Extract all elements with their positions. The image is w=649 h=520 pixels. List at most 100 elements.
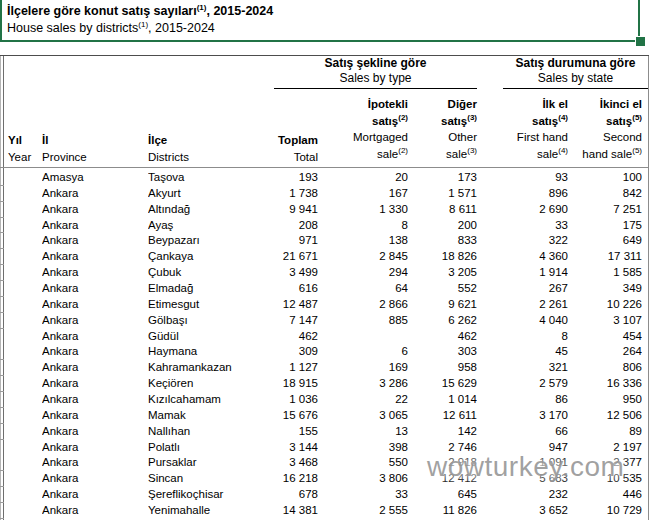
cell-province: Ankara bbox=[42, 455, 148, 471]
page-title-en: House sales by districts(1), 2015-2024 bbox=[7, 21, 215, 35]
cell-other-sale: 6 262 bbox=[408, 313, 477, 329]
col-province-tr: İl bbox=[42, 132, 87, 149]
cell-second-hand-sale: 3 107 bbox=[568, 313, 642, 329]
column-header-district: İlçe Districts bbox=[148, 132, 189, 165]
cell-district: Çubuk bbox=[148, 265, 248, 281]
cell-first-hand-sale: 2 579 bbox=[477, 376, 568, 392]
col-other-en2-text: sale bbox=[446, 148, 467, 160]
table-row: Ankara Akyurt 1 738 167 1 571 896 842 bbox=[8, 186, 642, 202]
cell-year bbox=[8, 392, 42, 408]
cell-second-hand-sale: 89 bbox=[568, 424, 642, 440]
cell-total: 971 bbox=[248, 233, 318, 249]
col-district-tr: İlçe bbox=[148, 132, 189, 149]
cell-other-sale: 12 611 bbox=[408, 408, 477, 424]
table-row: Ankara Haymana 309 6 303 45 264 bbox=[8, 344, 642, 360]
cell-total: 309 bbox=[248, 344, 318, 360]
cell-mortgaged-sale: 550 bbox=[318, 455, 408, 471]
cell-district: Sincan bbox=[148, 471, 248, 487]
cell-first-hand-sale: 4 040 bbox=[477, 313, 568, 329]
cell-district: Yenimahalle bbox=[148, 503, 248, 519]
cell-province: Ankara bbox=[42, 344, 148, 360]
table-row: Ankara Altındağ 9 941 1 330 8 611 2 690 … bbox=[8, 202, 642, 218]
cell-year bbox=[8, 440, 42, 456]
col-second-en1: Second bbox=[582, 129, 642, 146]
cell-year bbox=[8, 424, 42, 440]
cell-first-hand-sale: 3 170 bbox=[477, 408, 568, 424]
cell-year bbox=[8, 313, 42, 329]
cell-first-hand-sale: 45 bbox=[477, 344, 568, 360]
cell-other-sale: 8 611 bbox=[408, 202, 477, 218]
cell-district: Ayaş bbox=[148, 218, 248, 234]
col-other-en2: sale(3) bbox=[441, 146, 477, 163]
footnote-3-marker-en: (3) bbox=[467, 146, 477, 155]
cell-province: Ankara bbox=[42, 233, 148, 249]
cell-total: 14 381 bbox=[248, 503, 318, 519]
cell-mortgaged-sale: 2 555 bbox=[318, 503, 408, 519]
table-row: Ankara Beypazarı 971 138 833 322 649 bbox=[8, 233, 642, 249]
spreadsheet-view: İlçelere göre konut satış sayıları(1), 2… bbox=[0, 0, 649, 520]
cell-mortgaged-sale: 13 bbox=[318, 424, 408, 440]
cell-other-sale: 958 bbox=[408, 360, 477, 376]
cell-year bbox=[8, 202, 42, 218]
cell-total: 21 671 bbox=[248, 249, 318, 265]
selection-border-right bbox=[638, 0, 640, 37]
col-mortgaged-en2: sale(2) bbox=[353, 146, 408, 163]
cell-first-hand-sale: 3 652 bbox=[477, 503, 568, 519]
cell-district: Şereflikoçhisar bbox=[148, 487, 248, 503]
cell-province: Ankara bbox=[42, 218, 148, 234]
cell-district: Pursaklar bbox=[148, 455, 248, 471]
column-header-mortgaged-sale: İpotekli satış(2) Mortgaged sale(2) bbox=[353, 96, 408, 162]
cell-district: Beypazarı bbox=[148, 233, 248, 249]
table-row: Ankara Nallıhan 155 13 142 66 89 bbox=[8, 424, 642, 440]
footnote-2-marker-en: (2) bbox=[398, 146, 408, 155]
cell-second-hand-sale: 100 bbox=[568, 170, 642, 186]
cell-year bbox=[8, 281, 42, 297]
cell-second-hand-sale: 806 bbox=[568, 360, 642, 376]
cell-province: Ankara bbox=[42, 471, 148, 487]
cell-second-hand-sale: 264 bbox=[568, 344, 642, 360]
cell-province: Ankara bbox=[42, 329, 148, 345]
table-row: Ankara Çankaya 21 671 2 845 18 826 4 360… bbox=[8, 249, 642, 265]
cell-other-sale: 645 bbox=[408, 487, 477, 503]
cell-first-hand-sale: 322 bbox=[477, 233, 568, 249]
cell-mortgaged-sale: 6 bbox=[318, 344, 408, 360]
cell-second-hand-sale: 10 729 bbox=[568, 503, 642, 519]
cell-other-sale: 142 bbox=[408, 424, 477, 440]
page-title-tr-years: , 2015-2024 bbox=[206, 4, 273, 18]
cell-district: Gölbaşı bbox=[148, 313, 248, 329]
cell-first-hand-sale: 896 bbox=[477, 186, 568, 202]
cell-year bbox=[8, 186, 42, 202]
col-mortgaged-tr2-text: satış bbox=[372, 115, 398, 127]
col-mortgaged-en1: Mortgaged bbox=[353, 129, 408, 146]
cell-total: 678 bbox=[248, 487, 318, 503]
selection-border-left bbox=[0, 0, 2, 41]
cell-second-hand-sale: 446 bbox=[568, 487, 642, 503]
cell-second-hand-sale: 349 bbox=[568, 281, 642, 297]
column-header-province: İl Province bbox=[42, 132, 87, 165]
table-row: Ankara Elmadağ 616 64 552 267 349 bbox=[8, 281, 642, 297]
table-row: Amasya Taşova 193 20 173 93 100 bbox=[8, 170, 642, 186]
page-title-tr-text: İlçelere göre konut satış sayıları bbox=[7, 4, 197, 18]
selection-fill-handle[interactable] bbox=[635, 36, 646, 47]
group-header-sales-by-type: Satış şekline göre Sales by type bbox=[274, 56, 477, 89]
cell-district: Kızılcahamam bbox=[148, 392, 248, 408]
cell-total: 3 499 bbox=[248, 265, 318, 281]
selection-border-bottom bbox=[0, 40, 636, 42]
footnote-5-marker: (5) bbox=[632, 113, 642, 122]
footnote-4-marker: (4) bbox=[558, 113, 568, 122]
col-mortgaged-tr2: satış(2) bbox=[353, 113, 408, 130]
header-bottom-border bbox=[0, 167, 649, 168]
column-header-year: Yıl Year bbox=[8, 132, 31, 165]
column-header-first-hand-sale: İlk el satış(4) First hand sale(4) bbox=[517, 96, 568, 162]
cell-district: Çankaya bbox=[148, 249, 248, 265]
column-header-other-sale: Diğer satış(3) Other sale(3) bbox=[441, 96, 477, 162]
cell-total: 3 468 bbox=[248, 455, 318, 471]
table-row: Ankara Güdül 462 462 8 454 bbox=[8, 329, 642, 345]
cell-district: Haymana bbox=[148, 344, 248, 360]
col-year-tr: Yıl bbox=[8, 132, 31, 149]
col-second-en2: hand sale(5) bbox=[582, 146, 642, 163]
cell-other-sale: 1 571 bbox=[408, 186, 477, 202]
col-other-tr1: Diğer bbox=[441, 96, 477, 113]
cell-province: Ankara bbox=[42, 281, 148, 297]
cell-second-hand-sale: 7 251 bbox=[568, 202, 642, 218]
